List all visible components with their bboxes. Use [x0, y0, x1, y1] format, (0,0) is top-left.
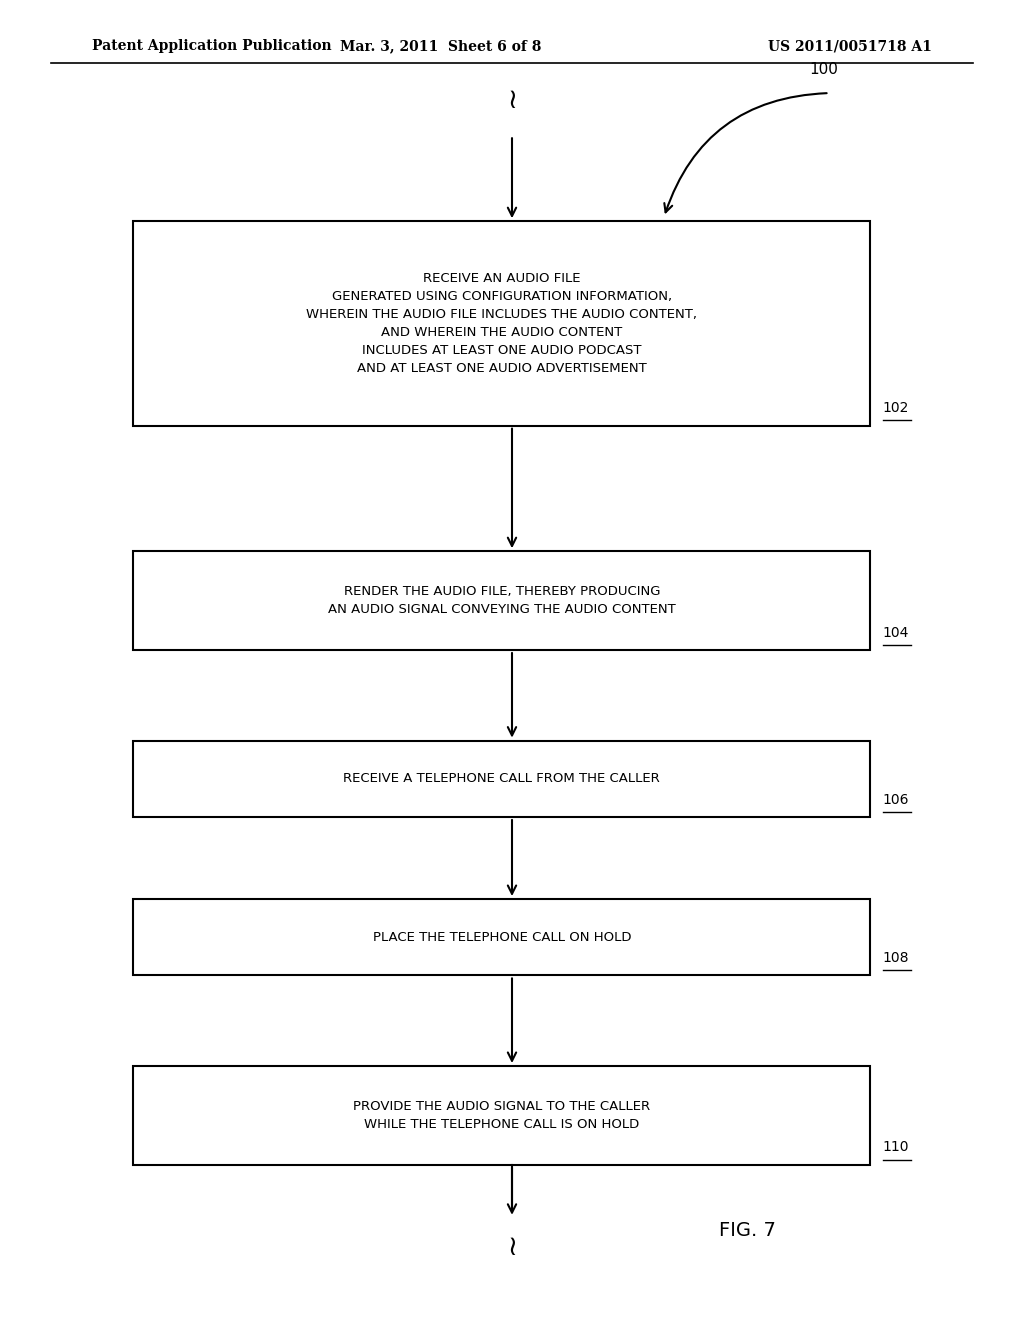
- Text: PLACE THE TELEPHONE CALL ON HOLD: PLACE THE TELEPHONE CALL ON HOLD: [373, 931, 631, 944]
- Text: ~: ~: [498, 84, 526, 107]
- FancyBboxPatch shape: [133, 1067, 870, 1166]
- Text: US 2011/0051718 A1: US 2011/0051718 A1: [768, 40, 932, 53]
- Text: RENDER THE AUDIO FILE, THEREBY PRODUCING
AN AUDIO SIGNAL CONVEYING THE AUDIO CON: RENDER THE AUDIO FILE, THEREBY PRODUCING…: [328, 585, 676, 616]
- Text: 102: 102: [883, 401, 909, 414]
- Text: 104: 104: [883, 626, 909, 639]
- Text: 100: 100: [809, 62, 838, 77]
- FancyBboxPatch shape: [133, 741, 870, 817]
- FancyBboxPatch shape: [133, 220, 870, 425]
- Text: PROVIDE THE AUDIO SIGNAL TO THE CALLER
WHILE THE TELEPHONE CALL IS ON HOLD: PROVIDE THE AUDIO SIGNAL TO THE CALLER W…: [353, 1100, 650, 1131]
- Text: RECEIVE A TELEPHONE CALL FROM THE CALLER: RECEIVE A TELEPHONE CALL FROM THE CALLER: [343, 772, 660, 785]
- FancyBboxPatch shape: [133, 899, 870, 975]
- Text: 106: 106: [883, 792, 909, 807]
- Text: RECEIVE AN AUDIO FILE
GENERATED USING CONFIGURATION INFORMATION,
WHEREIN THE AUD: RECEIVE AN AUDIO FILE GENERATED USING CO…: [306, 272, 697, 375]
- Text: ~: ~: [498, 1230, 526, 1254]
- Text: 108: 108: [883, 950, 909, 965]
- Text: Patent Application Publication: Patent Application Publication: [92, 40, 332, 53]
- FancyBboxPatch shape: [133, 552, 870, 649]
- Text: FIG. 7: FIG. 7: [719, 1221, 776, 1239]
- Text: Mar. 3, 2011  Sheet 6 of 8: Mar. 3, 2011 Sheet 6 of 8: [340, 40, 541, 53]
- Text: 110: 110: [883, 1140, 909, 1154]
